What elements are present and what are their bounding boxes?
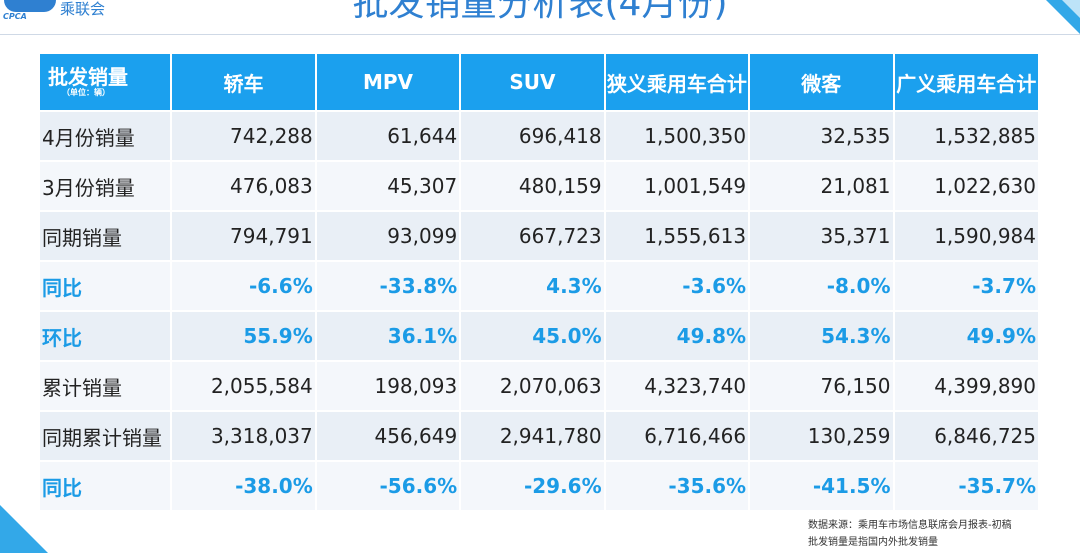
- table-header-row: 批发销量 （单位：辆） 轿车 MPV SUV 狭义乘用车合计 微客 广义乘用车合…: [40, 54, 1038, 112]
- table-cell: 130,259: [749, 411, 895, 462]
- table-cell: 3,318,037: [171, 411, 317, 462]
- table-cell: 45.0%: [460, 311, 606, 362]
- table-cell: 45,307: [315, 161, 462, 212]
- table-cell: 36.1%: [315, 311, 462, 362]
- table-cell: -56.6%: [315, 461, 462, 512]
- row-label: 累计销量: [40, 361, 173, 412]
- column-header: SUV: [460, 54, 606, 112]
- table-cell: -38.0%: [171, 461, 317, 512]
- table-row: 3月份销量 476,083 45,307 480,159 1,001,549 21,081…: [40, 161, 1038, 212]
- table-row: 累计销量 2,055,584 198,093 2,070,063 4,323,740 76…: [40, 361, 1038, 412]
- table-cell: 696,418: [460, 111, 606, 162]
- table-cell: -33.8%: [315, 261, 462, 312]
- column-header: 轿车: [171, 54, 317, 112]
- table-cell: -3.7%: [893, 261, 1038, 312]
- table-cell: 4,323,740: [604, 361, 751, 412]
- footer-source: 数据来源：乘用车市场信息联席会月报表-初稿: [808, 520, 1012, 531]
- table-cell: 2,941,780: [460, 411, 606, 462]
- row-label: 同期累计销量: [40, 411, 173, 462]
- slide-title: 批发销量分析表(4月份): [352, 0, 728, 24]
- table-cell: -41.5%: [749, 461, 895, 512]
- corner-decoration-bottom-left: [0, 505, 48, 553]
- table-cell: 476,083: [171, 161, 317, 212]
- table-cell: 198,093: [315, 361, 462, 412]
- table-cell: 6,846,725: [893, 411, 1038, 462]
- row-label: 同期销量: [40, 211, 173, 262]
- table-cell: 49.8%: [604, 311, 751, 362]
- table-row: 同期销量 794,791 93,099 667,723 1,555,613 35,371 1…: [40, 211, 1038, 262]
- column-header: MPV: [315, 54, 462, 112]
- table-row: 环比 55.9% 36.1% 45.0% 49.8% 54.3% 49.9%: [40, 311, 1038, 362]
- corner-header-unit: （单位：辆）: [62, 88, 110, 97]
- footer-note: 批发销量是指国内外批发销量: [808, 537, 938, 548]
- table-cell: 21,081: [749, 161, 895, 212]
- column-header: 微客: [749, 54, 895, 112]
- logo-text-cn: 乘联会: [60, 0, 106, 18]
- table-cell: 794,791: [171, 211, 317, 262]
- corner-header-label: 批发销量: [48, 65, 128, 89]
- table-cell: 32,535: [749, 111, 895, 162]
- column-header: 广义乘用车合计: [893, 54, 1038, 112]
- table-row: 同比 -38.0% -56.6% -29.6% -35.6% -41.5% -35.7%: [40, 461, 1038, 512]
- table-cell: -35.6%: [604, 461, 751, 512]
- table-row: 4月份销量 742,288 61,644 696,418 1,500,350 32,535…: [40, 111, 1038, 162]
- table-cell: 1,555,613: [604, 211, 751, 262]
- table-cell: -29.6%: [460, 461, 606, 512]
- title-divider: [0, 34, 1080, 35]
- table-cell: 54.3%: [749, 311, 895, 362]
- corner-decoration-top-right-inner: [1062, 0, 1080, 18]
- row-label: 同比: [40, 261, 173, 312]
- table-cell: 4,399,890: [893, 361, 1038, 412]
- table-cell: 6,716,466: [604, 411, 751, 462]
- table-cell: 1,001,549: [604, 161, 751, 212]
- table-cell: -35.7%: [893, 461, 1038, 512]
- logo-mark-icon: [4, 0, 56, 12]
- table-cell: -6.6%: [171, 261, 317, 312]
- row-label: 3月份销量: [40, 161, 173, 212]
- table-cell: 667,723: [460, 211, 606, 262]
- table-cell: 1,532,885: [893, 111, 1038, 162]
- table-cell: 35,371: [749, 211, 895, 262]
- table-cell: 93,099: [315, 211, 462, 262]
- table-corner-header: 批发销量 （单位：辆）: [40, 54, 173, 112]
- row-label: 同比: [40, 461, 173, 512]
- table-row: 同比 -6.6% -33.8% 4.3% -3.6% -8.0% -3.7%: [40, 261, 1038, 312]
- table-cell: 2,055,584: [171, 361, 317, 412]
- table-cell: 742,288: [171, 111, 317, 162]
- row-label: 环比: [40, 311, 173, 362]
- column-header: 狭义乘用车合计: [604, 54, 751, 112]
- table-cell: 1,590,984: [893, 211, 1038, 262]
- footer-notes: 数据来源：乘用车市场信息联席会月报表-初稿 批发销量是指国内外批发销量: [808, 517, 1012, 551]
- wholesale-sales-table: 批发销量 （单位：辆） 轿车 MPV SUV 狭义乘用车合计 微客 广义乘用车合…: [40, 54, 1038, 512]
- table-cell: 55.9%: [171, 311, 317, 362]
- table-cell: 76,150: [749, 361, 895, 412]
- table-cell: 456,649: [315, 411, 462, 462]
- table-cell: 1,022,630: [893, 161, 1038, 212]
- table-cell: 480,159: [460, 161, 606, 212]
- table-row: 同期累计销量 3,318,037 456,649 2,941,780 6,716,466…: [40, 411, 1038, 462]
- table-cell: 2,070,063: [460, 361, 606, 412]
- cpca-logo: CPCA 乘联会: [0, 0, 130, 28]
- table-cell: -8.0%: [749, 261, 895, 312]
- row-label: 4月份销量: [40, 111, 173, 162]
- logo-text-en: CPCA: [3, 12, 27, 21]
- table-cell: 1,500,350: [604, 111, 751, 162]
- table-cell: 49.9%: [893, 311, 1038, 362]
- table-cell: 4.3%: [460, 261, 606, 312]
- table-cell: 61,644: [315, 111, 462, 162]
- table-cell: -3.6%: [604, 261, 751, 312]
